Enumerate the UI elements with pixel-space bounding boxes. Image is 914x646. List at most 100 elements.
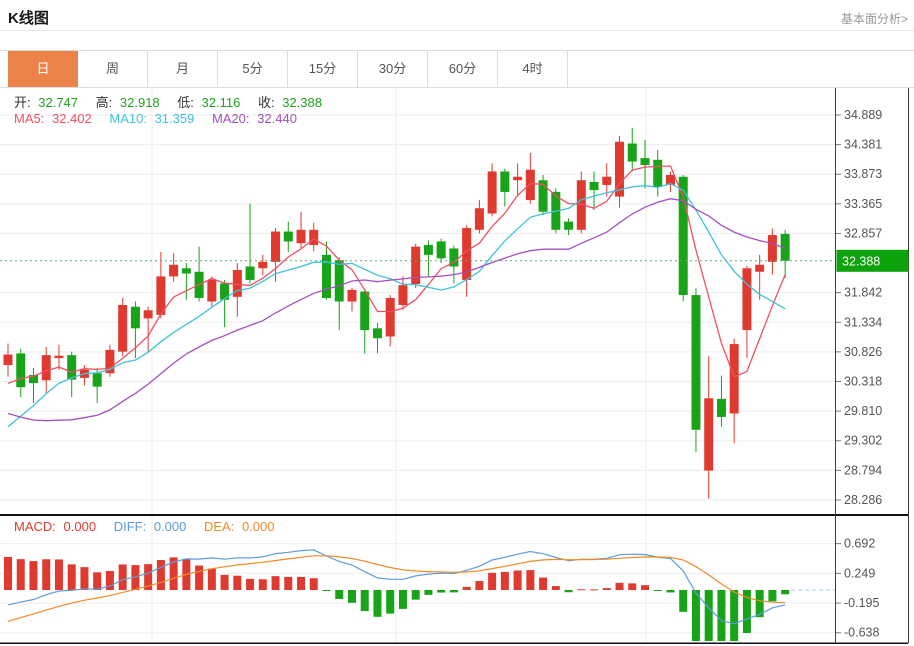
macd-bar[interactable] [411, 590, 420, 600]
candle[interactable] [118, 304, 128, 352]
candle[interactable] [271, 231, 281, 262]
candle[interactable] [576, 180, 586, 230]
macd-bar[interactable] [156, 560, 165, 590]
candle[interactable] [678, 176, 688, 296]
candle[interactable] [105, 349, 115, 374]
tab-5min[interactable]: 5分 [218, 51, 288, 87]
candle[interactable] [767, 235, 777, 262]
candle[interactable] [130, 306, 140, 329]
candle[interactable] [28, 374, 38, 384]
macd-bar[interactable] [386, 590, 395, 614]
candle[interactable] [525, 169, 535, 201]
tab-week[interactable]: 周 [78, 51, 148, 87]
macd-bar[interactable] [500, 571, 509, 590]
macd-bar[interactable] [105, 571, 114, 590]
macd-bar[interactable] [577, 589, 586, 591]
macd-bar[interactable] [602, 588, 611, 590]
candle[interactable] [334, 260, 344, 302]
macd-bar[interactable] [16, 559, 25, 590]
candle[interactable] [755, 264, 765, 272]
macd-bar[interactable] [526, 570, 535, 590]
macd-bar[interactable] [730, 590, 739, 641]
macd-bar[interactable] [169, 557, 178, 590]
macd-bar[interactable] [207, 568, 216, 590]
candle[interactable] [156, 276, 166, 315]
candle[interactable] [41, 355, 51, 381]
macd-bar[interactable] [29, 561, 38, 590]
macd-bar[interactable] [335, 590, 344, 599]
candle[interactable] [220, 283, 230, 300]
candle[interactable] [564, 221, 574, 230]
candle[interactable] [309, 229, 319, 245]
candle[interactable] [360, 291, 370, 331]
candle[interactable] [54, 355, 64, 359]
candle[interactable] [627, 143, 637, 162]
candle[interactable] [665, 174, 675, 185]
candle[interactable] [207, 279, 217, 302]
candle[interactable] [780, 233, 790, 261]
macd-bar[interactable] [590, 589, 599, 591]
macd-bar[interactable] [475, 581, 484, 590]
macd-bar[interactable] [615, 582, 624, 590]
candle[interactable] [296, 229, 306, 244]
macd-bar[interactable] [781, 590, 790, 595]
tab-60min[interactable]: 60分 [428, 51, 498, 87]
macd-bar[interactable] [704, 590, 713, 641]
candle[interactable] [462, 228, 472, 280]
candle[interactable] [398, 285, 408, 305]
tab-month[interactable]: 月 [148, 51, 218, 87]
candle[interactable] [3, 354, 13, 366]
macd-bar[interactable] [284, 576, 293, 590]
macd-bar[interactable] [424, 590, 433, 595]
candle[interactable] [474, 208, 484, 230]
macd-bar[interactable] [360, 590, 369, 612]
candle[interactable] [181, 268, 191, 274]
macd-bar[interactable] [271, 576, 280, 590]
macd-bar[interactable] [488, 572, 497, 590]
macd-bar[interactable] [551, 586, 560, 590]
macd-bar[interactable] [322, 590, 331, 591]
candle[interactable] [742, 268, 752, 331]
macd-bar[interactable] [462, 586, 471, 590]
macd-bar[interactable] [641, 585, 649, 590]
fundamental-analysis-link[interactable]: 基本面分析> [840, 12, 908, 26]
candle[interactable] [691, 295, 701, 430]
macd-bar[interactable] [246, 578, 255, 590]
candle[interactable] [372, 328, 382, 339]
macd-bar[interactable] [513, 570, 522, 590]
macd-bar[interactable] [666, 590, 675, 593]
macd-bar[interactable] [564, 590, 573, 593]
macd-bar[interactable] [67, 564, 76, 590]
macd-bar[interactable] [297, 576, 306, 590]
candle[interactable] [347, 289, 357, 302]
candle[interactable] [232, 270, 242, 297]
candle[interactable] [729, 344, 739, 414]
candle[interactable] [449, 248, 459, 267]
macd-bar[interactable] [309, 578, 318, 590]
tab-30min[interactable]: 30分 [358, 51, 428, 87]
macd-bar[interactable] [373, 590, 382, 617]
candle[interactable] [385, 298, 395, 337]
macd-bar[interactable] [42, 559, 51, 590]
candle[interactable] [283, 231, 293, 242]
candle[interactable] [16, 353, 26, 388]
candle[interactable] [245, 266, 255, 280]
candle[interactable] [169, 264, 179, 277]
candle[interactable] [602, 176, 612, 185]
macd-bar[interactable] [742, 590, 751, 633]
candle[interactable] [411, 246, 421, 285]
candle[interactable] [615, 141, 625, 197]
macd-bar[interactable] [118, 564, 127, 590]
macd-bar[interactable] [258, 579, 267, 590]
candle[interactable] [322, 254, 331, 299]
candle[interactable] [487, 171, 497, 214]
candle[interactable] [258, 261, 268, 269]
macd-bar[interactable] [93, 572, 102, 590]
macd-bar[interactable] [679, 590, 688, 612]
candle[interactable] [67, 355, 77, 380]
candle[interactable] [143, 310, 153, 319]
macd-bar[interactable] [755, 590, 764, 618]
macd-bar[interactable] [347, 590, 356, 603]
macd-bar[interactable] [54, 559, 63, 590]
macd-bar[interactable] [4, 556, 12, 590]
